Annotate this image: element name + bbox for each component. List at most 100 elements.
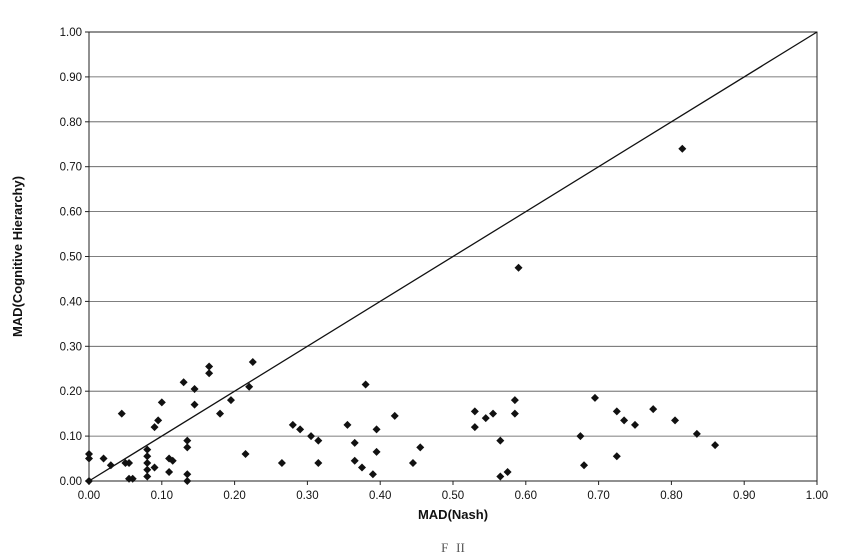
data-point [165,468,174,477]
data-point [343,420,352,429]
data-point [128,474,137,483]
y-tick-label: 0.00 [60,476,82,488]
data-point [143,472,152,481]
data-point [649,405,658,414]
data-point [390,411,399,420]
data-point [245,382,254,391]
data-point [590,393,599,402]
data-point [241,450,250,459]
y-tick-label: 0.30 [60,341,82,353]
data-point [368,470,377,479]
data-point [314,436,323,445]
data-point [248,358,257,367]
y-tick-label: 0.40 [60,296,82,308]
x-tick-label: 0.40 [369,490,391,502]
y-tick-label: 0.50 [60,252,82,264]
data-point [631,420,639,429]
data-point [514,263,523,272]
data-point [408,459,417,468]
data-point [612,407,621,416]
data-point [143,465,152,474]
data-point [179,378,188,387]
data-point [296,425,305,434]
data-point [470,407,479,416]
data-point [157,398,166,407]
data-point [580,461,589,470]
data-points [85,144,720,485]
x-axis-title: MAD(Nash) [418,507,488,522]
diagonal-reference-line [88,31,818,482]
y-tick-label: 0.80 [60,117,82,129]
data-point [671,416,680,425]
data-point [692,429,701,438]
data-point [612,452,621,461]
data-point [510,409,519,418]
x-tick-label: 1.00 [806,490,828,502]
data-point [350,438,359,447]
data-point [143,452,152,461]
x-tick-label: 0.50 [442,490,464,502]
data-point [205,369,214,378]
data-point [205,362,214,371]
data-point [510,396,519,405]
x-tick-label: 0.70 [587,490,609,502]
data-point [470,423,479,432]
x-axis-ticks: 0.00 0.10 0.20 0.30 0.40 0.50 0.60 0.70 0.80 0.90… [78,481,828,502]
data-point [154,416,163,425]
data-point [350,456,359,465]
x-tick-label: 0.00 [78,490,100,502]
data-point [481,414,490,423]
data-point [190,400,199,409]
data-point [85,454,93,463]
data-point [143,445,152,454]
x-tick-label: 0.90 [733,490,755,502]
data-point [216,409,225,418]
data-point [711,441,720,450]
x-tick-label: 0.80 [660,490,682,502]
data-point [183,477,192,485]
data-point [117,409,126,418]
data-point [85,477,93,485]
data-point [150,423,159,432]
data-point [576,432,585,441]
x-tick-label: 0.10 [151,490,173,502]
data-point [416,443,425,452]
data-point [183,436,192,445]
y-tick-label: 0.90 [60,72,82,84]
y-axis-title: MAD(Cognitive Hierarchy) [10,176,25,337]
data-point [496,472,505,481]
data-point [372,447,381,456]
data-point [168,456,177,465]
y-tick-label: 0.60 [60,207,82,219]
data-point [226,396,235,405]
data-point [314,459,323,468]
data-point [143,459,152,468]
data-point [277,459,286,468]
data-point [99,454,108,463]
data-point [678,144,687,153]
figure-caption: F II [441,540,465,555]
data-point [361,380,370,389]
data-point [85,450,93,459]
data-point [496,436,505,445]
data-point [150,463,159,472]
y-tick-label: 0.10 [60,431,82,443]
data-point [183,443,192,452]
data-point [183,470,192,479]
y-tick-label: 1.00 [60,27,82,39]
data-point [489,409,498,418]
data-point [125,459,134,468]
data-point [503,468,512,477]
y-axis-ticks: 0.00 0.10 0.20 0.30 0.40 0.50 0.60 0.70 0.80 0.90… [60,27,89,488]
data-point [190,384,199,393]
data-point [620,416,629,425]
x-tick-label: 0.60 [515,490,537,502]
data-point [372,425,381,434]
y-tick-label: 0.70 [60,162,82,174]
y-tick-label: 0.20 [60,386,82,398]
data-point [106,461,115,470]
data-point [358,463,366,472]
data-point [288,420,297,429]
